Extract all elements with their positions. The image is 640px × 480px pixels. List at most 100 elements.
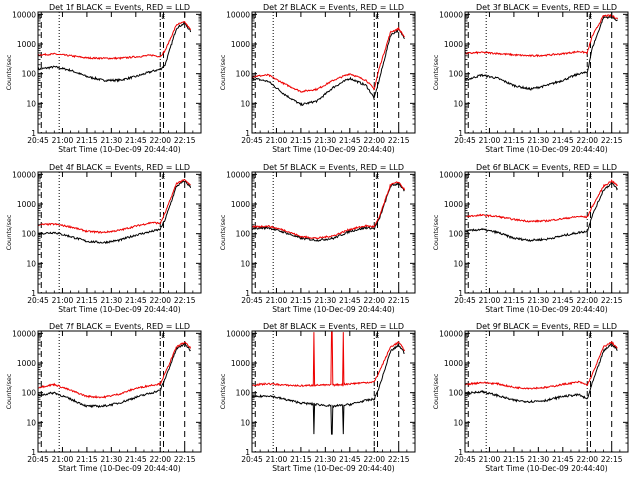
x-tick-label: 22:00 xyxy=(576,455,598,464)
y-tick-label: 10000 xyxy=(12,10,36,19)
x-axis-label: Start Time (10-Dec-09 20:44:40) xyxy=(58,305,180,314)
y-tick-label: 1000 xyxy=(17,200,36,209)
x-tick-label: 21:45 xyxy=(552,455,574,464)
x-axis-label: Start Time (10-Dec-09 20:44:40) xyxy=(58,464,180,473)
marker-label-saa-end: E xyxy=(161,13,165,21)
series-lld-line xyxy=(37,20,192,61)
x-tick-label: 21:30 xyxy=(315,296,337,305)
x-tick-label: 21:45 xyxy=(339,296,361,305)
series-lld-line xyxy=(251,331,406,388)
x-tick-label: 21:15 xyxy=(503,455,525,464)
y-tick-label: 1 xyxy=(458,129,463,138)
x-tick-label: 22:00 xyxy=(149,296,171,305)
panel-title: Det 4f BLACK = Events, RED = LLD xyxy=(49,163,190,172)
x-tick-label: 21:15 xyxy=(76,455,98,464)
series-events-line xyxy=(464,341,618,404)
x-tick-label: 20:45 xyxy=(241,296,263,305)
y-tick-label: 1 xyxy=(245,448,250,457)
y-tick-label: 10 xyxy=(240,259,250,268)
x-tick-label: 22:15 xyxy=(388,136,410,145)
series-lld-line xyxy=(251,181,406,240)
x-tick-label: 21:00 xyxy=(479,296,501,305)
series-events-line xyxy=(251,182,405,242)
y-axis-label: Counts/sec xyxy=(219,373,227,409)
panel-det-7f: Det 7f BLACK = Events, RED = LLDSE110100… xyxy=(5,322,202,473)
x-tick-label: 21:00 xyxy=(479,136,501,145)
y-tick-label: 1000 xyxy=(231,200,250,209)
panel-det-2f: Det 2f BLACK = Events, RED = LLDSE110100… xyxy=(219,3,416,154)
y-tick-label: 10 xyxy=(453,418,463,427)
x-tick-label: 22:00 xyxy=(363,136,385,145)
x-tick-label: 21:30 xyxy=(101,455,123,464)
y-axis-label: Counts/sec xyxy=(219,214,227,250)
y-axis-label: Counts/sec xyxy=(432,214,440,250)
panel-det-6f: Det 6f BLACK = Events, RED = LLDSE110100… xyxy=(432,163,629,314)
panel-det-5f: Det 5f BLACK = Events, RED = LLDSE110100… xyxy=(219,163,416,314)
marker-label-saa-end: E xyxy=(375,173,379,181)
y-tick-label: 100 xyxy=(449,389,464,398)
plot-frame xyxy=(251,171,416,294)
plot-frame xyxy=(37,171,202,294)
x-tick-label: 21:30 xyxy=(101,296,123,305)
series-events-line xyxy=(465,182,618,243)
y-tick-label: 100 xyxy=(449,230,464,239)
x-tick-label: 21:45 xyxy=(125,455,147,464)
y-tick-label: 10 xyxy=(240,418,250,427)
x-tick-label: 21:00 xyxy=(266,455,288,464)
y-tick-label: 100 xyxy=(22,230,37,239)
x-tick-label: 22:15 xyxy=(174,296,196,305)
x-tick-label: 21:30 xyxy=(528,455,550,464)
y-tick-label: 100 xyxy=(236,230,251,239)
x-tick-label: 21:00 xyxy=(52,296,74,305)
panel-title: Det 6f BLACK = Events, RED = LLD xyxy=(476,163,617,172)
y-tick-label: 10000 xyxy=(226,329,250,338)
series-lld-line xyxy=(464,13,618,58)
x-tick-label: 22:15 xyxy=(601,455,623,464)
x-tick-label: 21:15 xyxy=(503,136,525,145)
y-tick-label: 1 xyxy=(31,129,36,138)
x-tick-label: 22:15 xyxy=(174,455,196,464)
x-tick-label: 22:15 xyxy=(601,136,623,145)
series-events-line xyxy=(37,180,192,245)
y-tick-label: 10000 xyxy=(12,329,36,338)
x-tick-label: 21:45 xyxy=(339,136,361,145)
y-tick-label: 1 xyxy=(31,289,36,298)
y-tick-label: 100 xyxy=(22,70,37,79)
y-tick-label: 10000 xyxy=(439,329,463,338)
marker-label-saa-end: E xyxy=(588,332,592,340)
x-tick-label: 20:45 xyxy=(241,455,263,464)
panel-title: Det 3f BLACK = Events, RED = LLD xyxy=(476,3,617,12)
panel-title: Det 8f BLACK = Events, RED = LLD xyxy=(263,322,404,331)
x-tick-label: 21:45 xyxy=(125,136,147,145)
y-tick-label: 10 xyxy=(453,259,463,268)
panel-det-9f: Det 9f BLACK = Events, RED = LLDSE110100… xyxy=(432,322,629,473)
y-tick-label: 1 xyxy=(458,289,463,298)
x-tick-label: 21:30 xyxy=(528,136,550,145)
y-tick-label: 1000 xyxy=(17,359,36,368)
x-tick-label: 20:45 xyxy=(27,296,49,305)
y-axis-label: Counts/sec xyxy=(5,214,13,250)
panel-det-3f: Det 3f BLACK = Events, RED = LLDSE110100… xyxy=(432,3,629,154)
x-tick-label: 22:00 xyxy=(149,136,171,145)
x-tick-label: 22:00 xyxy=(576,296,598,305)
x-tick-label: 21:30 xyxy=(528,296,550,305)
y-axis-label: Counts/sec xyxy=(432,373,440,409)
y-tick-label: 10 xyxy=(26,259,36,268)
x-tick-label: 21:00 xyxy=(266,296,288,305)
y-tick-label: 10000 xyxy=(12,170,36,179)
panel-title: Det 2f BLACK = Events, RED = LLD xyxy=(263,3,404,12)
plot-frame xyxy=(464,11,629,134)
x-axis-label: Start Time (10-Dec-09 20:44:40) xyxy=(485,145,607,154)
y-axis-label: Counts/sec xyxy=(5,373,13,409)
series-lld-line xyxy=(37,341,192,399)
x-tick-label: 20:45 xyxy=(454,296,476,305)
x-tick-label: 21:15 xyxy=(290,455,312,464)
panel-title: Det 9f BLACK = Events, RED = LLD xyxy=(476,322,617,331)
y-tick-label: 10000 xyxy=(439,10,463,19)
panel-title: Det 5f BLACK = Events, RED = LLD xyxy=(263,163,404,172)
x-tick-label: 20:45 xyxy=(454,455,476,464)
y-tick-label: 10000 xyxy=(439,170,463,179)
x-tick-label: 21:45 xyxy=(552,136,574,145)
series-events-line xyxy=(252,28,405,107)
